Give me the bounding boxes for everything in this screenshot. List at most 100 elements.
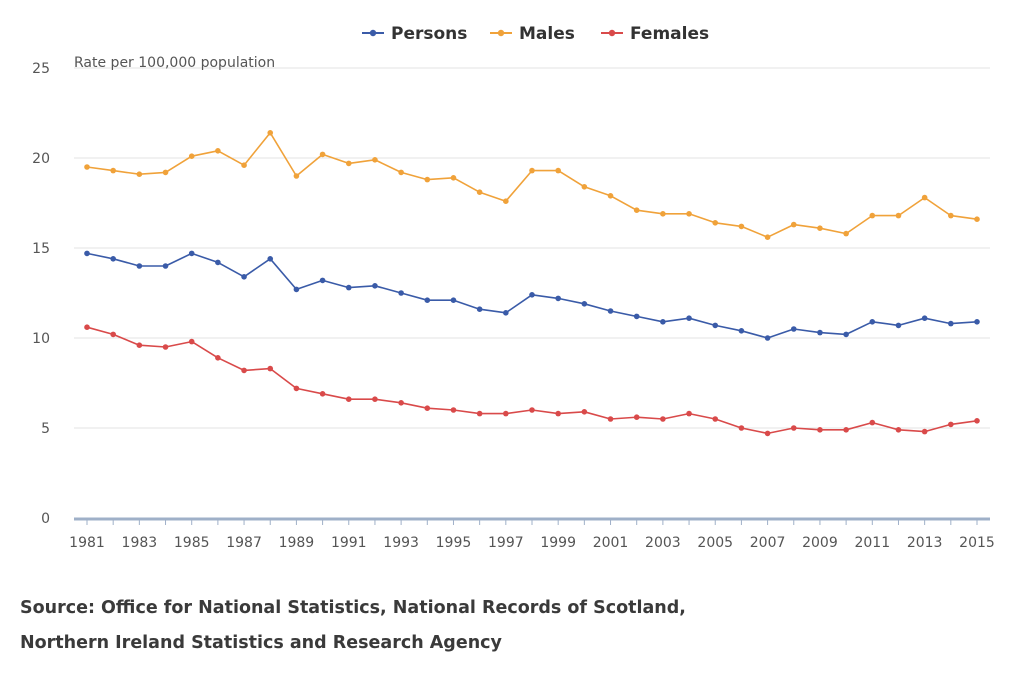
y-axis-label: Rate per 100,000 population xyxy=(74,55,275,71)
data-point xyxy=(869,212,876,219)
legend-item-males: Males xyxy=(490,24,575,44)
data-point xyxy=(84,250,90,257)
x-tick-label: 2011 xyxy=(854,535,890,551)
legend: Persons Males Females xyxy=(362,24,709,44)
data-point xyxy=(424,297,431,304)
data-point xyxy=(503,310,509,316)
data-point xyxy=(581,301,588,307)
data-point xyxy=(476,189,483,195)
data-point xyxy=(607,193,614,199)
data-point xyxy=(450,175,457,181)
data-point xyxy=(764,430,771,437)
data-point xyxy=(974,418,980,424)
data-point xyxy=(764,335,771,341)
x-tick-label: 2007 xyxy=(750,535,786,551)
x-tick-label: 1991 xyxy=(331,535,367,551)
data-point xyxy=(555,410,561,417)
data-point xyxy=(948,320,954,327)
data-point xyxy=(686,410,692,417)
x-tick-label: 2009 xyxy=(802,535,838,551)
data-point xyxy=(660,319,666,325)
data-point xyxy=(372,396,378,403)
data-point xyxy=(869,419,876,426)
x-tick-label: 1987 xyxy=(226,535,262,551)
data-point xyxy=(895,322,902,329)
x-tick-label: 1985 xyxy=(174,535,210,551)
data-point xyxy=(843,331,849,338)
legend-swatch-marker xyxy=(608,29,616,37)
data-point xyxy=(555,167,561,174)
data-point xyxy=(84,324,90,331)
data-point xyxy=(372,157,378,163)
x-tick-label: 1995 xyxy=(436,535,472,551)
y-axis-ticks: 0 5 10 15 20 25 xyxy=(32,61,50,527)
data-point xyxy=(188,153,195,159)
y-tick-label: 20 xyxy=(32,151,50,167)
data-point xyxy=(607,308,614,314)
data-point xyxy=(110,255,116,262)
data-point xyxy=(267,130,274,136)
data-point xyxy=(188,338,195,345)
data-point xyxy=(686,211,692,217)
y-tick-label: 15 xyxy=(32,241,50,257)
data-point xyxy=(293,385,300,392)
data-point xyxy=(476,410,483,417)
data-point xyxy=(738,425,745,431)
data-point xyxy=(869,319,876,325)
data-point xyxy=(241,274,247,280)
data-point xyxy=(921,428,928,435)
series-males xyxy=(84,130,980,240)
x-tick-label: 1997 xyxy=(488,535,524,551)
x-tick-label: 2005 xyxy=(697,535,733,551)
data-point xyxy=(529,167,535,174)
series-females xyxy=(84,324,980,437)
data-point xyxy=(607,416,614,422)
x-tick-label: 2013 xyxy=(907,535,943,551)
data-point xyxy=(974,216,980,222)
data-point xyxy=(136,263,143,269)
data-point xyxy=(84,164,90,170)
data-point xyxy=(712,322,719,329)
series-line xyxy=(86,132,978,238)
data-point xyxy=(633,414,640,421)
data-point xyxy=(162,344,169,350)
data-point xyxy=(843,427,849,433)
x-tick-label: 1989 xyxy=(279,535,315,551)
data-point xyxy=(686,315,692,322)
data-point xyxy=(241,367,247,374)
data-point xyxy=(319,151,326,158)
series-line xyxy=(86,326,978,435)
data-point xyxy=(162,263,169,269)
data-point xyxy=(790,326,797,332)
data-point xyxy=(948,421,954,428)
x-axis: 1981 1983 1985 1987 1989 1991 1993 1995 1997 1999… xyxy=(69,517,995,551)
y-tick-label: 25 xyxy=(32,61,50,77)
legend-label: Males xyxy=(519,24,575,44)
data-point xyxy=(895,212,902,219)
data-point xyxy=(162,169,169,176)
data-point xyxy=(398,169,404,176)
data-point xyxy=(974,319,980,325)
y-tick-label: 10 xyxy=(32,331,50,347)
legend-swatch-marker xyxy=(497,29,505,37)
data-point xyxy=(293,173,300,179)
data-point xyxy=(215,259,221,266)
data-point xyxy=(790,425,797,431)
data-point xyxy=(398,290,404,296)
data-point xyxy=(345,160,352,167)
data-point xyxy=(424,176,431,183)
data-point xyxy=(319,391,326,397)
data-point xyxy=(633,207,640,213)
data-point xyxy=(372,283,378,289)
data-point xyxy=(267,255,274,262)
data-point xyxy=(188,250,195,257)
data-point xyxy=(581,409,588,415)
data-point xyxy=(712,220,719,226)
data-point xyxy=(660,416,666,422)
data-point xyxy=(529,407,535,413)
data-point xyxy=(503,410,509,417)
gridlines xyxy=(74,67,990,429)
y-tick-label: 0 xyxy=(41,511,50,527)
x-tick-label: 1983 xyxy=(122,535,158,551)
data-point xyxy=(424,405,431,412)
